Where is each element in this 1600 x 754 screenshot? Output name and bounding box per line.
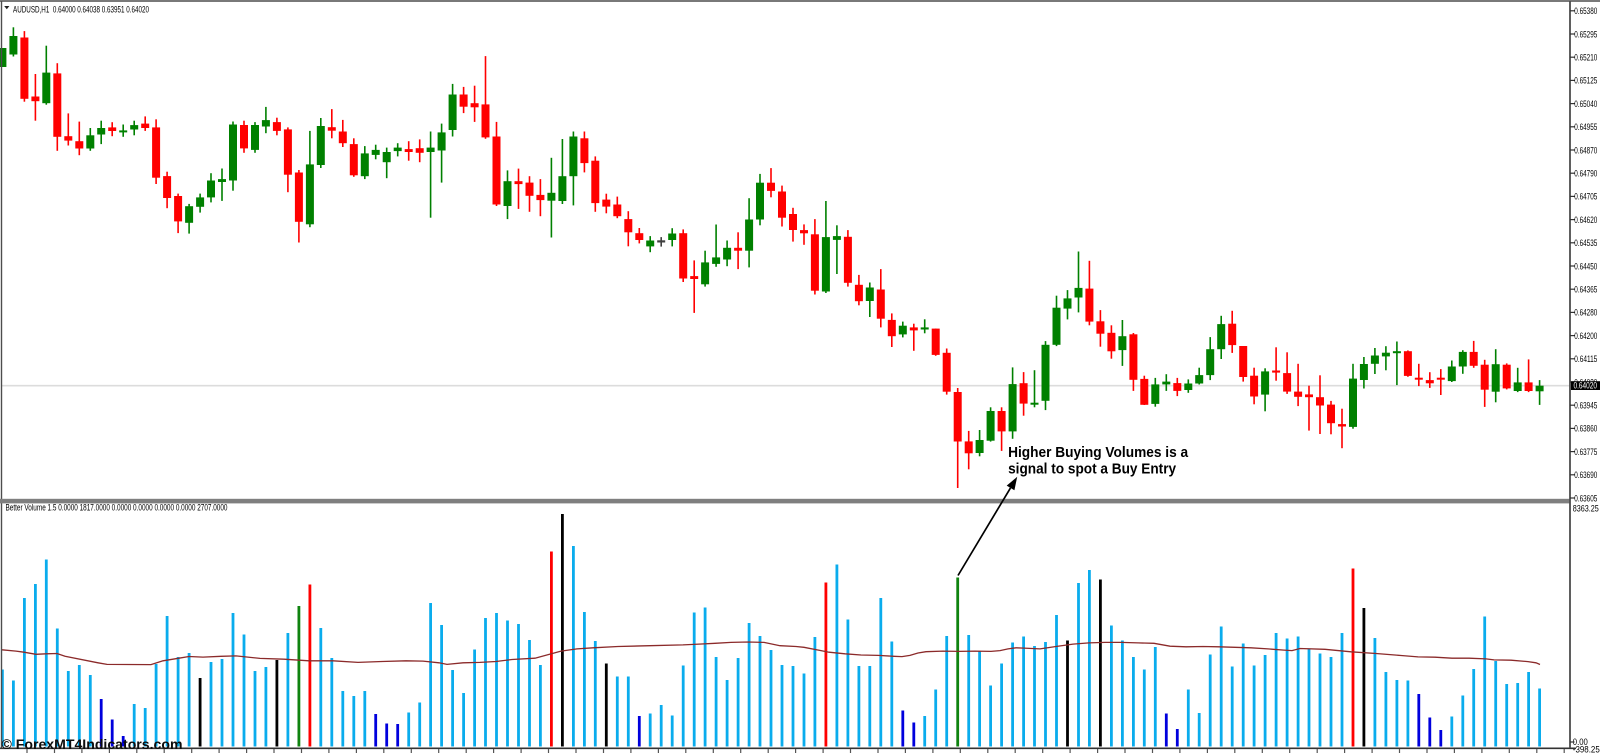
- svg-text:Higher Buying Volumes is a: Higher Buying Volumes is a: [1008, 444, 1189, 461]
- svg-text:AUDUSD,H1 0.64000 0.64038 0.6: AUDUSD,H1 0.64000 0.64038 0.63951 0.6402…: [13, 4, 149, 14]
- svg-text:-398.25: -398.25: [1573, 745, 1600, 754]
- svg-text:8363.25: 8363.25: [1573, 504, 1599, 514]
- svg-text:© ForexMT4Indicators.com: © ForexMT4Indicators.com: [2, 737, 183, 752]
- svg-text:0.64280: 0.64280: [1574, 308, 1597, 318]
- svg-text:0.64535: 0.64535: [1574, 238, 1597, 248]
- svg-text:0.64620: 0.64620: [1574, 215, 1597, 225]
- svg-text:0.64790: 0.64790: [1574, 169, 1597, 179]
- svg-text:0.65295: 0.65295: [1574, 29, 1597, 39]
- svg-text:0.64955: 0.64955: [1574, 122, 1597, 132]
- svg-text:0.63860: 0.63860: [1574, 424, 1597, 434]
- svg-text:0.64020: 0.64020: [1574, 381, 1598, 391]
- svg-text:0.64365: 0.64365: [1574, 285, 1597, 295]
- svg-text:0.65380: 0.65380: [1574, 6, 1597, 16]
- svg-text:0.63945: 0.63945: [1574, 401, 1597, 411]
- svg-text:0.63775: 0.63775: [1574, 447, 1597, 457]
- svg-text:0.64870: 0.64870: [1574, 145, 1597, 155]
- svg-text:0.64200: 0.64200: [1574, 331, 1597, 341]
- svg-text:0.64705: 0.64705: [1574, 192, 1597, 202]
- svg-text:0.00: 0.00: [1573, 737, 1588, 747]
- svg-text:Better Volume 1.5 0.0000 1817.: Better Volume 1.5 0.0000 1817.0000 0.000…: [6, 502, 228, 512]
- svg-text:signal to spot a Buy Entry: signal to spot a Buy Entry: [1008, 461, 1177, 478]
- svg-text:0.63605: 0.63605: [1574, 493, 1597, 503]
- svg-text:0.65210: 0.65210: [1574, 53, 1597, 63]
- svg-text:0.65125: 0.65125: [1574, 76, 1597, 86]
- svg-text:0.63690: 0.63690: [1574, 470, 1597, 480]
- svg-text:0.65040: 0.65040: [1574, 99, 1597, 109]
- svg-text:0.64115: 0.64115: [1574, 354, 1597, 364]
- svg-text:0.64450: 0.64450: [1574, 261, 1597, 271]
